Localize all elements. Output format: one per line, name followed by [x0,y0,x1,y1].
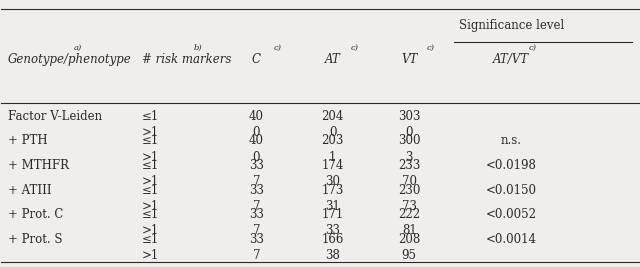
Text: >1: >1 [141,151,159,164]
Text: ≤1: ≤1 [141,110,159,123]
Text: 33: 33 [249,233,264,246]
Text: 33: 33 [249,183,264,197]
Text: >1: >1 [141,126,159,139]
Text: 40: 40 [249,134,264,147]
Text: 70: 70 [402,175,417,188]
Text: >1: >1 [141,225,159,238]
Text: Factor V-Leiden: Factor V-Leiden [8,110,102,123]
Text: 95: 95 [402,249,417,262]
Text: 166: 166 [321,233,344,246]
Text: 0: 0 [329,126,337,139]
Text: Genotype/phenotype: Genotype/phenotype [8,53,131,66]
Text: ≤1: ≤1 [141,134,159,147]
Text: 0: 0 [253,151,260,164]
Text: 40: 40 [249,110,264,123]
Text: c): c) [427,44,435,52]
Text: b): b) [194,44,202,52]
Text: 300: 300 [398,134,420,147]
Text: + PTH: + PTH [8,134,47,147]
Text: VT: VT [401,53,417,66]
Text: 303: 303 [398,110,420,123]
Text: 208: 208 [398,233,420,246]
Text: + Prot. C: + Prot. C [8,208,63,221]
Text: + ATIII: + ATIII [8,183,51,197]
Text: <0.0198: <0.0198 [486,159,536,172]
Text: 204: 204 [321,110,344,123]
Text: 0: 0 [406,126,413,139]
Text: 233: 233 [398,159,420,172]
Text: n.s.: n.s. [500,134,522,147]
Text: 33: 33 [249,208,264,221]
Text: 1: 1 [329,151,337,164]
Text: 81: 81 [402,225,417,238]
Text: 3: 3 [406,151,413,164]
Text: 230: 230 [398,183,420,197]
Text: 0: 0 [253,126,260,139]
Text: 174: 174 [321,159,344,172]
Text: ≤1: ≤1 [141,183,159,197]
Text: c): c) [274,44,282,52]
Text: 30: 30 [325,175,340,188]
Text: >1: >1 [141,175,159,188]
Text: 38: 38 [325,249,340,262]
Text: <0.0052: <0.0052 [486,208,537,221]
Text: 33: 33 [325,225,340,238]
Text: 7: 7 [253,175,260,188]
Text: C: C [252,53,260,66]
Text: ≤1: ≤1 [141,159,159,172]
Text: Significance level: Significance level [458,19,564,32]
Text: >1: >1 [141,200,159,213]
Text: 173: 173 [321,183,344,197]
Text: c): c) [351,44,358,52]
Text: <0.0014: <0.0014 [486,233,537,246]
Text: ≤1: ≤1 [141,208,159,221]
Text: + MTHFR: + MTHFR [8,159,68,172]
Text: <0.0150: <0.0150 [486,183,537,197]
Text: 171: 171 [322,208,344,221]
Text: >1: >1 [141,249,159,262]
Text: 7: 7 [253,249,260,262]
Text: 31: 31 [325,200,340,213]
Text: + Prot. S: + Prot. S [8,233,62,246]
Text: ≤1: ≤1 [141,233,159,246]
Text: 203: 203 [321,134,344,147]
Text: 7: 7 [253,225,260,238]
Text: 73: 73 [402,200,417,213]
Text: 7: 7 [253,200,260,213]
Text: a): a) [74,44,83,52]
Text: 222: 222 [398,208,420,221]
Text: 33: 33 [249,159,264,172]
Text: AT: AT [325,53,340,66]
Text: c): c) [529,44,537,52]
Text: AT/VT: AT/VT [493,53,529,66]
Text: # risk markers: # risk markers [141,53,231,66]
